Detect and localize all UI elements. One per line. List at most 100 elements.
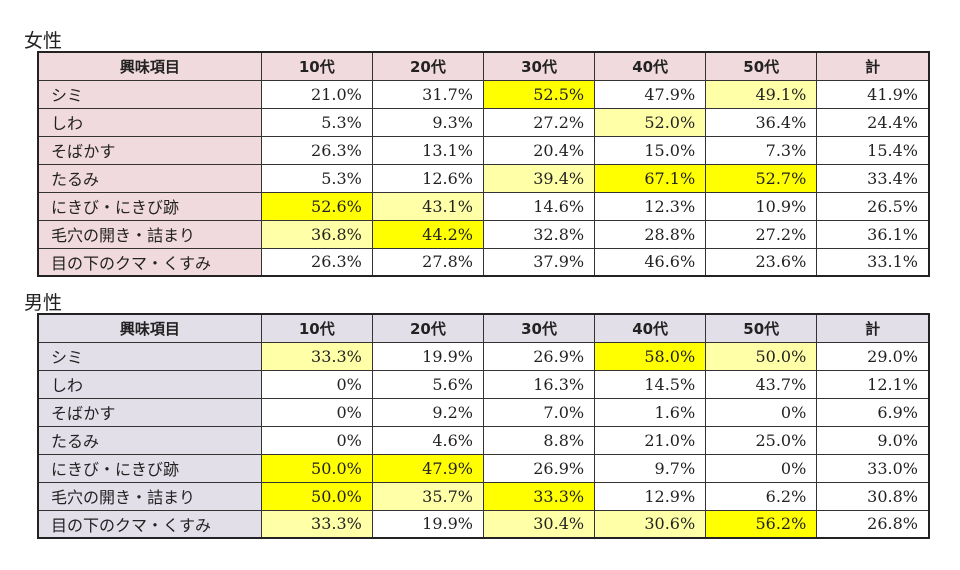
- value-cell: 16.3%: [482, 369, 596, 399]
- male-header-row: 興味項目 10代 20代 30代 40代 50代計: [37, 313, 930, 343]
- value-cell: 32.8%: [482, 219, 596, 249]
- column-header: 50代: [705, 51, 818, 81]
- value-cell: 0%: [260, 369, 373, 399]
- value-cell: 28.8%: [594, 219, 707, 249]
- value-cell: 26.9%: [482, 453, 596, 483]
- column-header: 10代: [260, 313, 373, 343]
- table-row: たるみ 5.3% 12.6% 39.4% 67.1% 52.7% 33.4%: [37, 163, 930, 193]
- column-header: 10代: [260, 51, 373, 81]
- value-cell: 26.8%: [816, 509, 930, 539]
- table-row: 毛穴の開き・詰まり 50.0% 35.7% 33.3% 12.9% 6.2% 30.8%: [37, 481, 930, 511]
- row-label: しわ: [37, 107, 262, 137]
- value-cell: 19.9%: [371, 509, 484, 539]
- value-cell: 67.1%: [594, 163, 707, 193]
- value-cell: 23.6%: [705, 247, 818, 277]
- female-section-title: 女性: [24, 30, 63, 52]
- value-cell: 41.9%: [816, 79, 930, 109]
- male-section-title: 男性: [24, 292, 63, 314]
- value-cell: 15.4%: [816, 135, 930, 165]
- value-cell: 8.8%: [482, 425, 596, 455]
- row-label: 目の下のクマ・くすみ: [37, 509, 262, 539]
- value-cell: 12.1%: [816, 369, 930, 399]
- value-cell: 5.3%: [260, 107, 373, 137]
- table-row: そばかす 26.3% 13.1% 20.4% 15.0% 7.3% 15.4%: [37, 135, 930, 165]
- value-cell: 56.2%: [705, 509, 818, 539]
- value-cell: 52.7%: [705, 163, 818, 193]
- value-cell: 30.6%: [594, 509, 707, 539]
- value-cell: 12.9%: [594, 481, 707, 511]
- row-label: にきび・にきび跡: [37, 453, 262, 483]
- table-row: しわ 0% 5.6% 16.3% 14.5% 43.7% 12.1%: [37, 369, 930, 399]
- row-label: にきび・にきび跡: [37, 191, 262, 221]
- value-cell: 5.3%: [260, 163, 373, 193]
- value-cell: 12.6%: [371, 163, 484, 193]
- value-cell: 39.4%: [482, 163, 596, 193]
- female-interest-table: 興味項目 10代 20代 30代 40代 50代計 シミ 21.0% 31.7% 52.5% 47…: [37, 51, 930, 277]
- table-row: 毛穴の開き・詰まり 36.8% 44.2% 32.8% 28.8% 27.2% 36.1%: [37, 219, 930, 249]
- value-cell: 52.0%: [594, 107, 707, 137]
- value-cell: 46.6%: [594, 247, 707, 277]
- female-header-row: 興味項目 10代 20代 30代 40代 50代計: [37, 51, 930, 81]
- table-row: たるみ 0% 4.6% 8.8% 21.0% 25.0% 9.0%: [37, 425, 930, 455]
- value-cell: 6.9%: [816, 397, 930, 427]
- value-cell: 24.4%: [816, 107, 930, 137]
- row-label: 毛穴の開き・詰まり: [37, 481, 262, 511]
- value-cell: 14.6%: [482, 191, 596, 221]
- column-header: 30代: [482, 51, 596, 81]
- value-cell: 15.0%: [594, 135, 707, 165]
- row-label: 目の下のクマ・くすみ: [37, 247, 262, 277]
- row-label: たるみ: [37, 163, 262, 193]
- column-header: 計: [816, 51, 930, 81]
- column-header: 計: [816, 313, 930, 343]
- value-cell: 7.3%: [705, 135, 818, 165]
- table-row: 目の下のクマ・くすみ 26.3% 27.8% 37.9% 46.6% 23.6% 33.1%: [37, 247, 930, 277]
- column-header: 50代: [705, 313, 818, 343]
- row-label: 毛穴の開き・詰まり: [37, 219, 262, 249]
- value-cell: 7.0%: [482, 397, 596, 427]
- value-cell: 43.1%: [371, 191, 484, 221]
- value-cell: 33.3%: [482, 481, 596, 511]
- value-cell: 0%: [260, 397, 373, 427]
- value-cell: 33.3%: [260, 509, 373, 539]
- value-cell: 44.2%: [371, 219, 484, 249]
- value-cell: 0%: [260, 425, 373, 455]
- value-cell: 9.7%: [594, 453, 707, 483]
- value-cell: 31.7%: [371, 79, 484, 109]
- value-cell: 33.3%: [260, 341, 373, 371]
- value-cell: 14.5%: [594, 369, 707, 399]
- row-label: たるみ: [37, 425, 262, 455]
- column-header: 40代: [594, 51, 707, 81]
- table-row: シミ 21.0% 31.7% 52.5% 47.9% 49.1% 41.9%: [37, 79, 930, 109]
- table-row: にきび・にきび跡 50.0% 47.9% 26.9% 9.7% 0% 33.0%: [37, 453, 930, 483]
- table-row: 目の下のクマ・くすみ 33.3% 19.9% 30.4% 30.6% 56.2% 26.8%: [37, 509, 930, 539]
- value-cell: 0%: [705, 397, 818, 427]
- value-cell: 9.2%: [371, 397, 484, 427]
- table-row: シミ 33.3% 19.9% 26.9% 58.0% 50.0% 29.0%: [37, 341, 930, 371]
- value-cell: 9.3%: [371, 107, 484, 137]
- row-label: シミ: [37, 79, 262, 109]
- value-cell: 27.2%: [705, 219, 818, 249]
- value-cell: 47.9%: [371, 453, 484, 483]
- column-header: 30代: [482, 313, 596, 343]
- value-cell: 20.4%: [482, 135, 596, 165]
- value-cell: 58.0%: [594, 341, 707, 371]
- column-header-item: 興味項目: [37, 51, 262, 81]
- value-cell: 13.1%: [371, 135, 484, 165]
- row-label: しわ: [37, 369, 262, 399]
- value-cell: 12.3%: [594, 191, 707, 221]
- value-cell: 10.9%: [705, 191, 818, 221]
- value-cell: 36.4%: [705, 107, 818, 137]
- row-label: そばかす: [37, 135, 262, 165]
- table-row: そばかす 0% 9.2% 7.0% 1.6% 0% 6.9%: [37, 397, 930, 427]
- value-cell: 33.1%: [816, 247, 930, 277]
- value-cell: 30.8%: [816, 481, 930, 511]
- value-cell: 50.0%: [705, 341, 818, 371]
- table-row: にきび・にきび跡 52.6% 43.1% 14.6% 12.3% 10.9% 26.5%: [37, 191, 930, 221]
- row-label: そばかす: [37, 397, 262, 427]
- value-cell: 26.9%: [482, 341, 596, 371]
- value-cell: 27.2%: [482, 107, 596, 137]
- value-cell: 33.4%: [816, 163, 930, 193]
- value-cell: 6.2%: [705, 481, 818, 511]
- value-cell: 29.0%: [816, 341, 930, 371]
- value-cell: 1.6%: [594, 397, 707, 427]
